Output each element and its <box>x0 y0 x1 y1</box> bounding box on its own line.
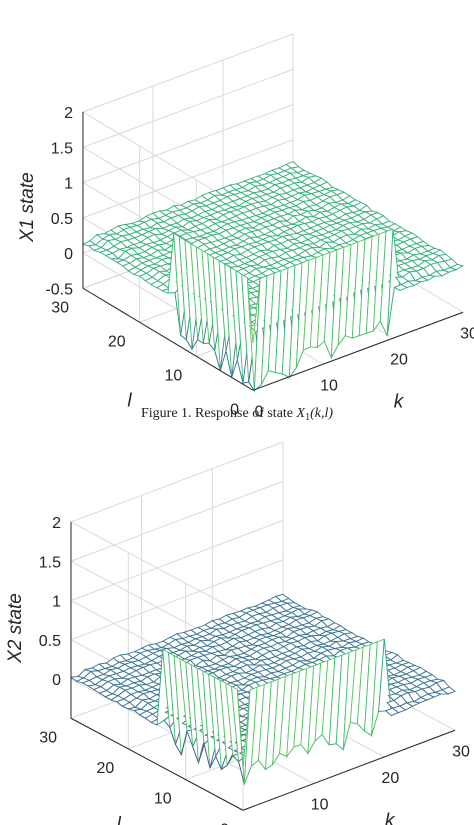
z-tick-label: 0.5 <box>39 633 61 650</box>
k-axis-line <box>252 311 464 391</box>
l-tick-label: 0 <box>220 821 229 825</box>
k-axis-label: k <box>394 391 405 412</box>
z-tick-label: 1 <box>64 176 73 193</box>
z-tick-label: -0.5 <box>45 281 73 298</box>
z-axis-label: X2 state <box>5 593 26 664</box>
k-axis-line <box>242 729 456 811</box>
z-tick-label: 2 <box>64 105 73 122</box>
l-axis-label: l <box>117 814 122 825</box>
k-tick-label: 10 <box>320 377 338 394</box>
l-tick-label: 10 <box>154 791 172 808</box>
z-tick-label: 0.5 <box>51 211 73 228</box>
k-tick-label: 30 <box>452 743 470 760</box>
k-tick-label: 0 <box>255 403 264 420</box>
l-tick-label: 0 <box>230 401 239 418</box>
z-tick-label: 1.5 <box>51 140 73 157</box>
l-tick-label: 20 <box>97 760 115 777</box>
surface-mesh <box>69 593 456 786</box>
figure-1-caption: Figure 1. Response of state X1(k,l) <box>141 406 333 423</box>
x2-state-surface-chart: 0 10 20 30 0 10 20 30 0 0.5 1 1.5 2 k l X2 state <box>5 441 470 825</box>
z-tick-label: 1 <box>52 594 61 611</box>
l-tick-label: 20 <box>108 333 126 350</box>
k-tick-label: 20 <box>390 351 408 368</box>
z-axis-label: X1 state <box>17 172 38 243</box>
surface-mesh <box>81 160 465 393</box>
l-axis-line <box>70 717 244 811</box>
k-tick-label: 20 <box>381 770 399 787</box>
l-axis-label: l <box>127 391 132 412</box>
z-tick-label: 0 <box>52 672 61 689</box>
k-tick-label: 30 <box>460 325 474 342</box>
k-tick-label: 0 <box>245 823 254 825</box>
l-axis-line <box>82 287 254 391</box>
l-tick-label: 30 <box>51 299 69 316</box>
z-tick-label: 2 <box>52 515 61 532</box>
surface-cell <box>449 263 465 271</box>
l-tick-label: 30 <box>39 729 57 746</box>
z-tick-label: 1.5 <box>39 554 61 571</box>
z-tick-label: 0 <box>64 246 73 263</box>
k-axis-label: k <box>385 810 396 825</box>
l-tick-label: 10 <box>165 367 183 384</box>
surface-cell <box>441 686 456 695</box>
k-tick-label: 10 <box>311 797 329 814</box>
